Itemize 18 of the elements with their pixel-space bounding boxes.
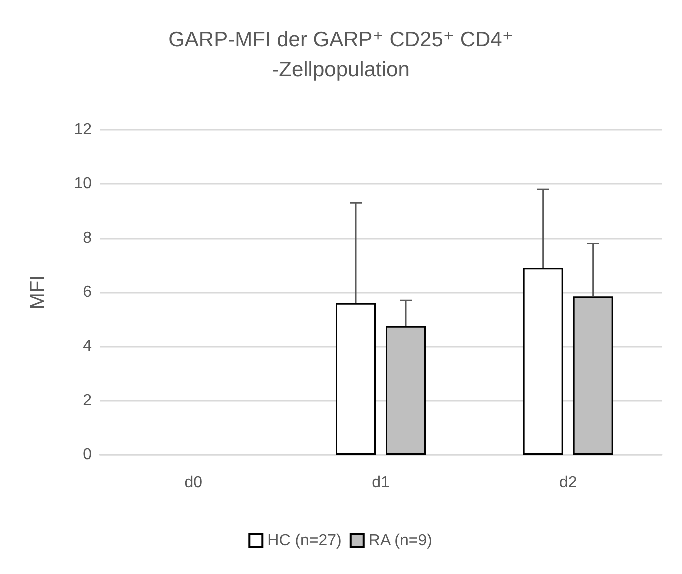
y-tick-label: 12 <box>74 122 92 138</box>
bar <box>336 303 376 455</box>
legend-label: RA (n=9) <box>368 532 432 550</box>
y-tick-label: 2 <box>83 392 92 410</box>
x-tick-label: d2 <box>559 474 578 492</box>
x-tick-label: d1 <box>372 474 390 492</box>
legend-label: HC (n=27) <box>268 532 342 550</box>
x-tick-label: d0 <box>184 474 203 492</box>
y-tick-label: 10 <box>74 176 92 193</box>
y-tick-label: 6 <box>83 284 92 301</box>
bar <box>573 296 614 455</box>
y-tick-label: 4 <box>83 338 92 356</box>
chart-title: GARP-MFI der GARP⁺ CD25⁺ CD4⁺-Zellpopulation <box>168 28 514 82</box>
bar <box>523 268 564 455</box>
bar <box>386 326 426 455</box>
y-axis-title: MFI <box>27 275 49 310</box>
y-tick-label: 0 <box>83 446 92 464</box>
y-tick-label: 8 <box>83 230 92 247</box>
